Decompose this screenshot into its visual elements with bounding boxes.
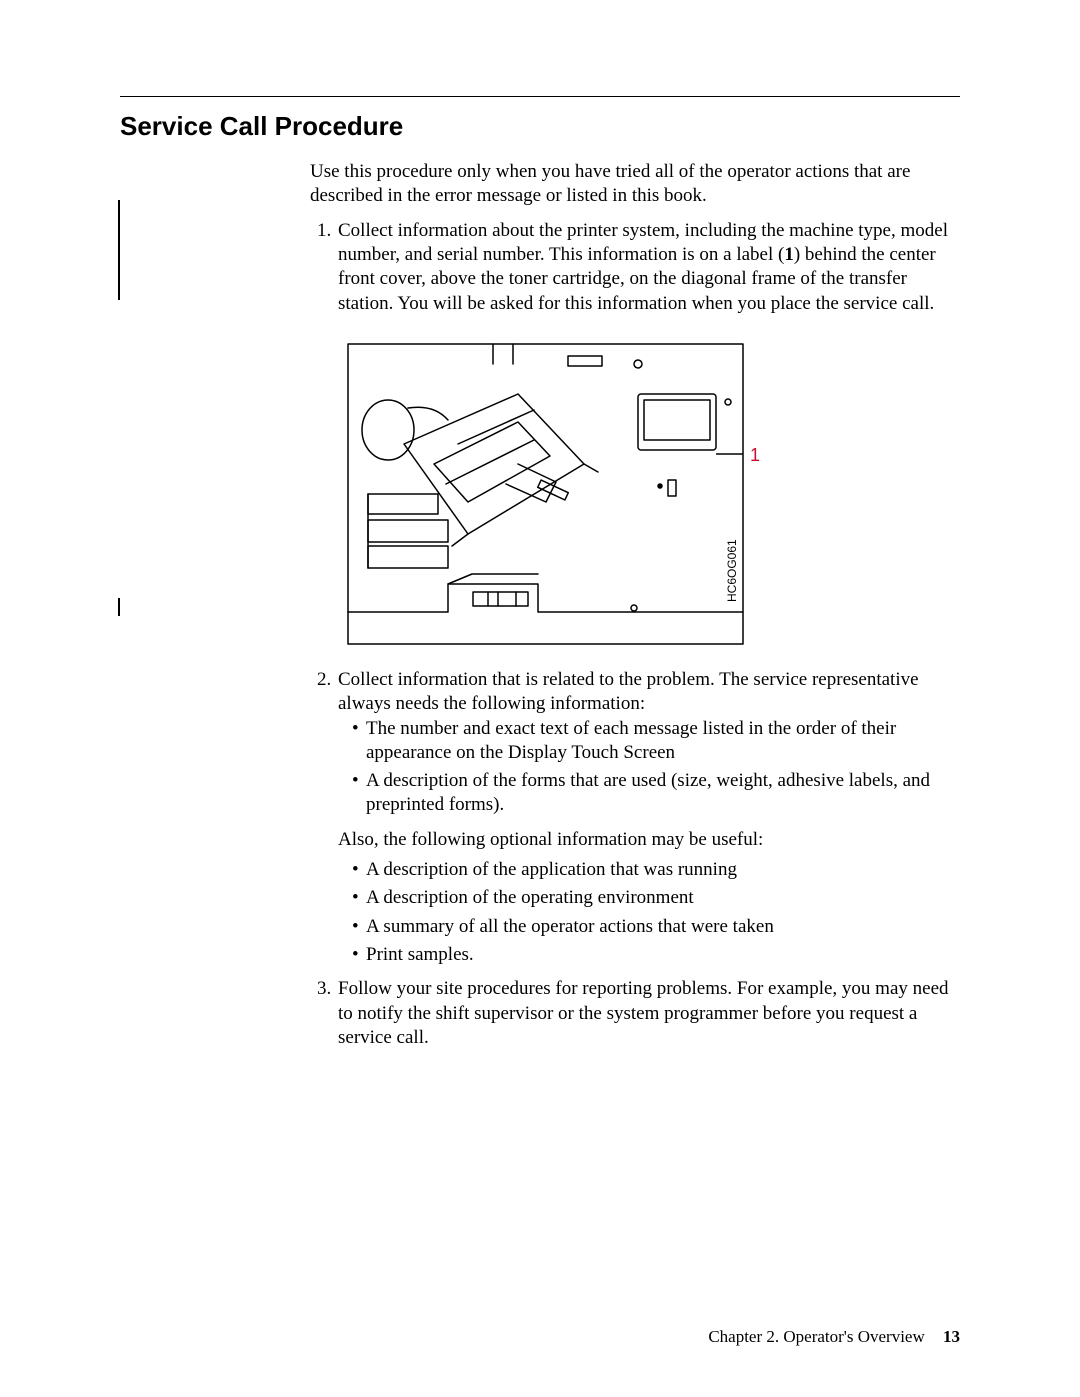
label-number: 1 <box>784 244 794 265</box>
change-bar <box>118 200 120 300</box>
step-2: Collect information that is related to t… <box>336 668 960 967</box>
list-item: Print samples. <box>352 943 960 967</box>
step-1: Collect information about the printer sy… <box>336 219 960 654</box>
chapter-label: Chapter 2. Operator's Overview <box>708 1327 924 1346</box>
list-item: The number and exact text of each messag… <box>352 717 960 766</box>
printer-diagram: 1 HC6OG061 <box>338 334 768 654</box>
procedure-list: Collect information about the printer sy… <box>310 219 960 1051</box>
list-item: A description of the operating environme… <box>352 886 960 910</box>
step-2-also: Also, the following optional information… <box>338 828 960 852</box>
horizontal-rule <box>120 96 960 97</box>
step-2-optional-list: A description of the application that wa… <box>338 858 960 967</box>
figure: 1 HC6OG061 <box>338 334 960 654</box>
page-number: 13 <box>943 1327 960 1346</box>
list-item: A summary of all the operator actions th… <box>352 915 960 939</box>
step-1-text: Collect information about the printer sy… <box>338 220 948 314</box>
body-column: Use this procedure only when you have tr… <box>310 160 960 1050</box>
list-item: A description of the application that wa… <box>352 858 960 882</box>
page: Service Call Procedure Use this procedur… <box>0 0 1080 1397</box>
change-bar <box>118 598 120 616</box>
figure-callout-1: 1 <box>750 445 760 465</box>
list-item: A description of the forms that are used… <box>352 769 960 818</box>
page-footer: Chapter 2. Operator's Overview 13 <box>708 1327 960 1347</box>
section-heading: Service Call Procedure <box>120 111 960 142</box>
step-3: Follow your site procedures for reportin… <box>336 977 960 1050</box>
step-2-required-list: The number and exact text of each messag… <box>338 717 960 818</box>
figure-code: HC6OG061 <box>725 539 739 602</box>
intro-paragraph: Use this procedure only when you have tr… <box>310 160 960 209</box>
step-2-lead: Collect information that is related to t… <box>338 669 919 714</box>
